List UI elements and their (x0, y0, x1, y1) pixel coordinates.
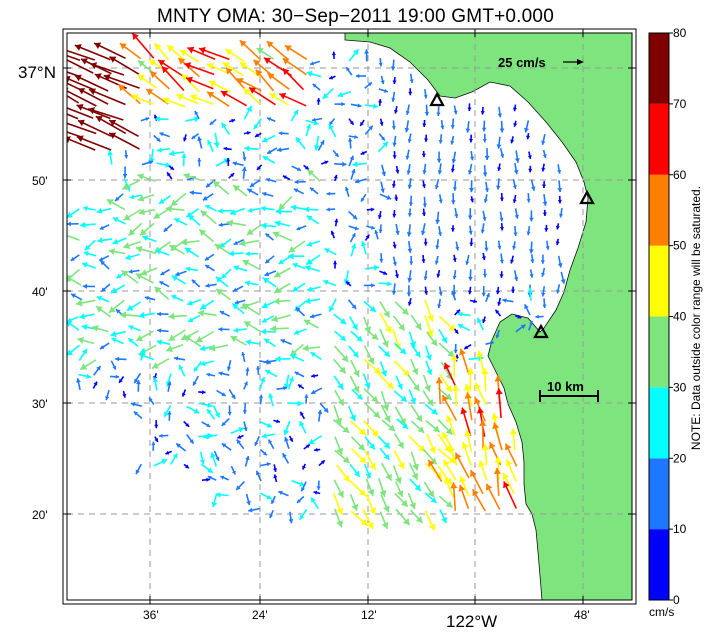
lat-label: 50' (32, 174, 48, 188)
speed-scale-label: 25 cm/s (498, 55, 546, 70)
current-vectors (67, 33, 566, 531)
lon-label: 36' (143, 608, 159, 622)
colorbar-segment (649, 103, 669, 175)
colorbar-unit: cm/s (649, 605, 674, 619)
colorbar-tick-label: 0 (673, 593, 680, 607)
lat-label-37n: 37°N (18, 63, 56, 82)
triangle-icon (533, 323, 549, 339)
map-title: MNTY OMA: 30−Sep−2011 19:00 GMT+0.000 (157, 6, 554, 27)
colorbar-segment (649, 33, 669, 104)
colorbar-tick-label: 60 (673, 168, 687, 182)
lon-label: 12' (361, 608, 377, 622)
triangle-icon (429, 91, 445, 107)
map-frame (66, 32, 633, 601)
colorbar-segment (649, 458, 669, 530)
colorbar-tick-labels: 80 70 60 50 40 30 20 10 0 (669, 26, 687, 607)
lon-label: 48' (574, 608, 590, 622)
speed-scale: 25 cm/s (498, 55, 584, 70)
colorbar (648, 32, 670, 601)
colorbar-tick-label: 50 (673, 239, 687, 253)
arrow-right-icon (577, 59, 584, 65)
station-markers (429, 91, 595, 339)
colorbar-segment (649, 387, 669, 459)
lon-label-122w: 122°W (446, 612, 497, 631)
triangle-icon (579, 189, 595, 205)
colorbar-tick-label: 10 (673, 522, 687, 536)
colorbar-tick-label: 30 (673, 380, 687, 394)
colorbar-tick-label: 70 (673, 97, 687, 111)
colorbar-tick-label: 20 (673, 451, 687, 465)
distance-scale: 10 km (539, 379, 599, 402)
colorbar-tick-label: 80 (673, 26, 687, 40)
colorbar-tick-label: 40 (673, 310, 687, 324)
lat-label: 30' (32, 397, 48, 411)
colorbar-note: NOTE: Data outside color range will be s… (689, 186, 703, 450)
lat-label: 20' (32, 508, 48, 522)
lon-label: 24' (252, 608, 268, 622)
axis-ticks (63, 29, 636, 604)
distance-scale-label: 10 km (547, 379, 584, 394)
colorbar-segment (649, 529, 669, 600)
colorbar-segment (649, 316, 669, 388)
colorbar-segment (649, 245, 669, 317)
colorbar-segment (649, 174, 669, 246)
lat-label: 40' (32, 285, 48, 299)
